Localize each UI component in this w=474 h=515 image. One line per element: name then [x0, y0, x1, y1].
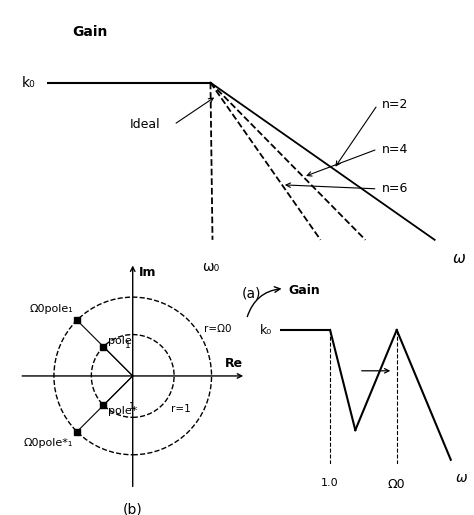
- Text: n=4: n=4: [382, 143, 408, 156]
- Text: Ω0: Ω0: [388, 478, 406, 491]
- Text: ω: ω: [453, 251, 465, 266]
- Text: Ideal: Ideal: [130, 118, 161, 131]
- Text: ω: ω: [456, 471, 467, 485]
- Text: Re: Re: [225, 357, 243, 370]
- Text: (a): (a): [241, 286, 261, 300]
- Text: ω₀: ω₀: [202, 260, 219, 274]
- Text: 1: 1: [129, 402, 135, 411]
- Text: n=2: n=2: [382, 98, 408, 111]
- Text: pole*: pole*: [109, 406, 138, 416]
- Text: Ω0pole₁: Ω0pole₁: [29, 304, 73, 314]
- Text: Gain: Gain: [289, 284, 320, 297]
- Text: r=Ω0: r=Ω0: [204, 323, 231, 334]
- FancyArrowPatch shape: [247, 287, 280, 317]
- Text: 1.0: 1.0: [321, 478, 339, 488]
- Text: n=6: n=6: [382, 182, 408, 195]
- Text: Im: Im: [138, 266, 156, 279]
- Text: k₀: k₀: [21, 76, 35, 90]
- Text: k₀: k₀: [260, 323, 273, 336]
- Text: 1: 1: [125, 340, 131, 350]
- Text: Gain: Gain: [72, 25, 107, 39]
- Text: r=1: r=1: [171, 404, 190, 414]
- Text: (b): (b): [123, 502, 143, 515]
- Text: pole: pole: [109, 336, 132, 346]
- Text: Ω0pole*₁: Ω0pole*₁: [24, 438, 73, 448]
